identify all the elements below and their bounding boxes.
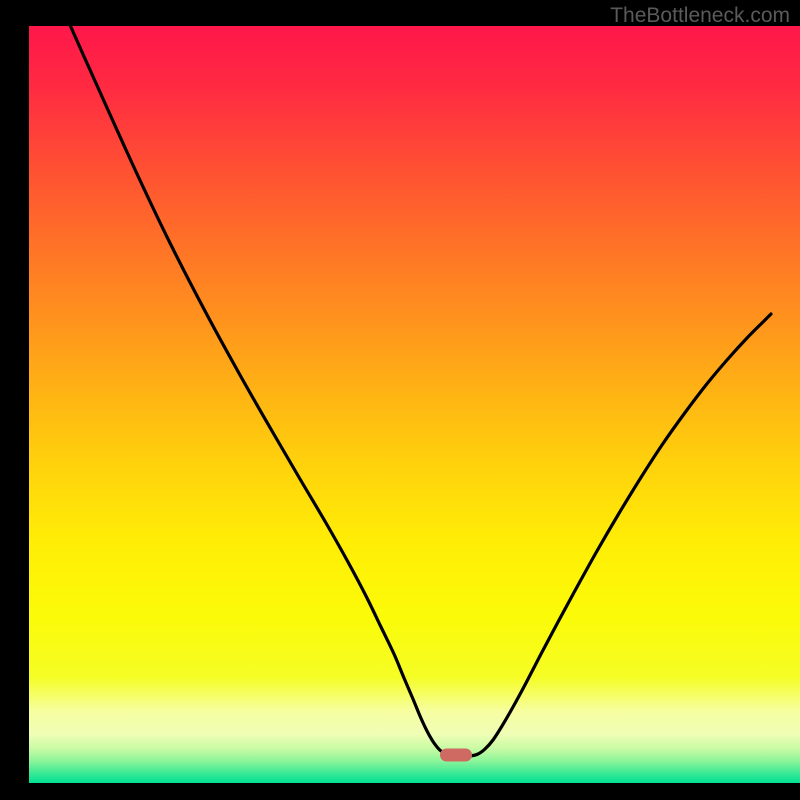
watermark-text: TheBottleneck.com [610,4,790,28]
optimal-marker [440,749,472,762]
bottleneck-chart [0,0,800,800]
plot-gradient [29,26,800,783]
chart-container: { "watermark": { "text": "TheBottleneck.… [0,0,800,800]
